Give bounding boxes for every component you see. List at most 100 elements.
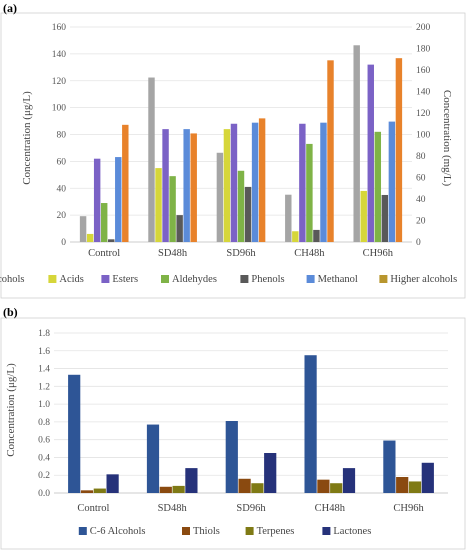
bar-thiols <box>238 478 251 493</box>
y2-tick-label: 200 <box>416 23 431 33</box>
bar-alcohols <box>79 216 87 242</box>
legend-swatch <box>245 527 254 535</box>
bar-terpenes <box>93 488 106 493</box>
category-label: CH48h <box>294 248 325 259</box>
category-label: SD48h <box>158 503 188 514</box>
bar-aldehydes <box>100 203 108 242</box>
bar-methanol <box>251 122 259 242</box>
y-tick-label: 0.6 <box>38 436 50 446</box>
y-tick-label: 1.8 <box>38 329 50 339</box>
legend-swatch <box>101 275 110 283</box>
panel-b-legend: C-6 Alcohols Thiols Terpenes Lactones <box>78 526 371 537</box>
bar-terpenes <box>330 483 343 493</box>
bar-acids <box>292 231 299 242</box>
panel-b-gridlines <box>54 332 448 494</box>
y2-tick-label: 160 <box>416 66 431 76</box>
bar-alcohols <box>216 152 224 242</box>
bar-alcohols <box>148 77 155 243</box>
y2-tick-label: 120 <box>416 109 431 119</box>
y2-tick-label: 0 <box>416 238 421 248</box>
panel-a-legend: Alcohols Acids Esters Aldehydes Phenols Metha… <box>0 274 457 285</box>
bar-acids <box>155 168 162 242</box>
legend-label: Terpenes <box>257 526 295 537</box>
category-label: Control <box>77 503 109 514</box>
bar-methanol <box>320 122 327 242</box>
bar-c-6-alcohols <box>68 374 81 493</box>
y-tick-label: 1.0 <box>38 400 50 410</box>
bar-aldehydes <box>374 131 382 242</box>
panel-b-bars <box>68 355 434 493</box>
bar-thiols <box>80 490 94 493</box>
bar-lactones <box>421 462 434 493</box>
bar-esters <box>367 64 374 242</box>
category-label: SD96h <box>236 503 266 514</box>
y-tick-label: 0.8 <box>38 418 50 428</box>
bar-higher-alcohols <box>327 60 334 243</box>
y2-tick-label: 100 <box>416 131 431 141</box>
bar-higher-alcohols <box>122 124 129 242</box>
legend-label: Alcohols <box>0 274 25 285</box>
legend-label: Thiols <box>193 526 220 537</box>
bar-higher-alcohols <box>258 118 266 242</box>
legend-label: C-6 Alcohols <box>90 526 146 537</box>
bar-lactones <box>342 468 356 493</box>
y-tick-label: 160 <box>52 23 67 33</box>
panel-a-label: (a) <box>3 1 17 15</box>
category-label: SD48h <box>158 248 188 259</box>
category-label: CH96h <box>393 503 424 514</box>
bar-esters <box>162 129 169 242</box>
bar-higher-alcohols <box>395 58 403 242</box>
panel-a-bars <box>79 45 403 243</box>
legend-swatch <box>306 275 315 283</box>
bar-aldehydes <box>306 143 313 242</box>
y-tick-label: 0.4 <box>38 453 50 463</box>
y-tick-label: 0.0 <box>38 489 50 499</box>
bar-acids <box>360 190 367 242</box>
panel-b-label: (b) <box>3 305 18 319</box>
legend-swatch <box>182 527 190 535</box>
bar-phenols <box>313 229 320 242</box>
y2-tick-label: 60 <box>416 174 426 184</box>
y2-tick-label: 180 <box>416 45 431 55</box>
y2-tick-label: 40 <box>416 195 426 205</box>
legend-label: Lactones <box>333 526 371 537</box>
bar-phenols <box>176 215 183 242</box>
legend-label: Phenols <box>251 274 284 285</box>
legend-label: Esters <box>112 274 138 285</box>
bar-esters <box>230 123 238 242</box>
y-tick-label: 1.2 <box>38 382 50 392</box>
panel-a-ylabel: Concentration (μg/L) <box>21 91 33 185</box>
y-tick-label: 1.6 <box>38 347 50 357</box>
bar-methanol <box>115 157 122 242</box>
y-tick-label: 140 <box>52 50 67 60</box>
legend-swatch <box>161 275 169 283</box>
bar-lactones <box>106 474 119 493</box>
legend-swatch <box>240 275 249 283</box>
bar-c-6-alcohols <box>383 440 396 493</box>
bar-terpenes <box>251 483 264 493</box>
bar-phenols <box>244 186 252 242</box>
legend-swatch <box>322 527 331 535</box>
panel-b-frame <box>0 317 466 550</box>
bar-aldehydes <box>237 170 245 242</box>
legend-label: Methanol <box>318 274 358 285</box>
legend-label: Acids <box>59 274 84 285</box>
legend-swatch <box>48 275 57 283</box>
y-tick-label: 40 <box>57 184 67 194</box>
bar-thiols <box>159 486 172 493</box>
bar-esters <box>299 123 306 242</box>
y2-tick-label: 80 <box>416 152 426 162</box>
y-tick-label: 0.2 <box>38 471 50 481</box>
panel-b-ylabel: Concentration (μg/L) <box>5 363 17 457</box>
bar-higher-alcohols <box>190 133 197 242</box>
category-label: SD96h <box>226 248 256 259</box>
bar-phenols <box>108 239 115 242</box>
bar-acids <box>86 233 94 242</box>
category-label: CH96h <box>363 248 394 259</box>
panel-a: (a) 0 20 40 60 80 100 120 140 160 0 20 40 60 80 100 120… <box>0 1 466 299</box>
bar-terpenes <box>408 481 422 493</box>
bar-c-6-alcohols <box>146 424 160 493</box>
bar-terpenes <box>172 485 185 493</box>
bar-methanol <box>388 121 396 242</box>
